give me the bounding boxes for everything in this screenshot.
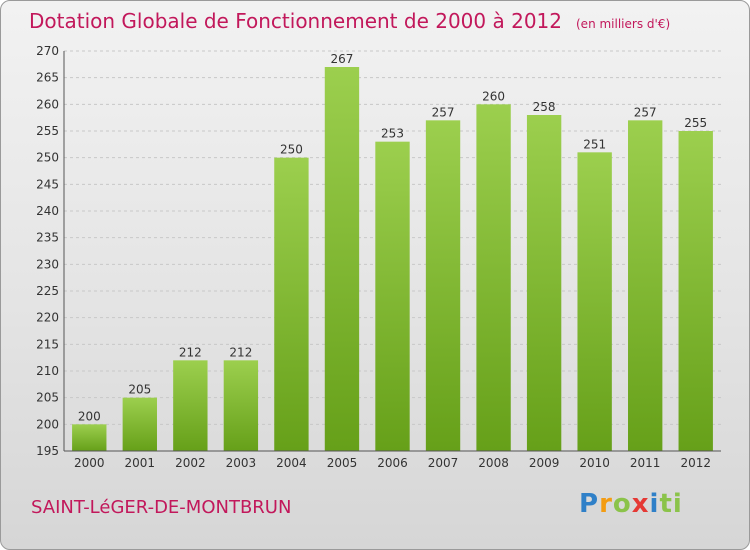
value-label: 212 <box>229 345 252 359</box>
value-label: 253 <box>381 127 404 141</box>
x-tick-label: 2004 <box>276 456 307 470</box>
x-tick-label: 2000 <box>74 456 105 470</box>
value-label: 212 <box>179 345 202 359</box>
y-tick-label: 200 <box>36 417 59 431</box>
bar-2005 <box>324 67 360 451</box>
bar-2007 <box>425 120 461 451</box>
bar-2012 <box>678 131 713 451</box>
x-tick-label: 2009 <box>529 456 560 470</box>
y-tick-label: 195 <box>36 444 59 458</box>
logo-letter: r <box>599 489 613 519</box>
x-tick-label: 2003 <box>226 456 257 470</box>
y-axis-ticks: 195 200 205 210 215 220 225 230 235 240 245 250 255 2… <box>36 44 59 458</box>
bar-2011 <box>628 120 663 451</box>
bar-2000 <box>72 424 107 451</box>
x-tick-label: 2001 <box>125 456 156 470</box>
bar-2008 <box>476 104 511 451</box>
x-axis-ticks: 2000 2001 2002 2003 2004 2005 2006 2007 2008 2009… <box>74 456 711 470</box>
value-label: 267 <box>331 52 354 66</box>
bar-2001 <box>122 397 157 451</box>
y-tick-label: 250 <box>36 151 59 165</box>
y-tick-label: 240 <box>36 204 59 218</box>
value-label: 250 <box>280 143 303 157</box>
logo-letter: P <box>579 489 600 519</box>
value-label: 260 <box>482 89 505 103</box>
title-text: Dotation Globale de Fonctionnement de 20… <box>29 9 562 33</box>
y-tick-label: 235 <box>36 231 59 245</box>
y-tick-label: 230 <box>36 257 59 271</box>
commune-name: SAINT-LéGER-DE-MONTBRUN <box>31 497 292 518</box>
logo-letter: o <box>612 489 632 519</box>
y-tick-label: 260 <box>36 97 59 111</box>
y-tick-label: 205 <box>36 391 59 405</box>
bar-2003 <box>223 360 259 451</box>
unit-label: (en milliers d'€) <box>576 17 671 31</box>
logo-letter: x <box>631 489 650 519</box>
x-tick-label: 2008 <box>478 456 509 470</box>
value-label: 257 <box>432 105 455 119</box>
x-tick-label: 2011 <box>630 456 661 470</box>
x-tick-label: 2005 <box>327 456 358 470</box>
x-tick-label: 2010 <box>579 456 610 470</box>
y-tick-label: 265 <box>36 71 59 85</box>
y-tick-label: 225 <box>36 284 59 298</box>
x-tick-label: 2012 <box>680 456 711 470</box>
value-label: 255 <box>684 116 707 130</box>
y-tick-label: 215 <box>36 337 59 351</box>
bar-2002 <box>173 360 208 451</box>
axes <box>63 51 721 452</box>
value-label: 258 <box>533 100 556 114</box>
bars: 200 205 212 212 250 267 253 257 260 258 251 257 255 <box>72 52 713 452</box>
bar-2006 <box>375 141 410 451</box>
y-tick-label: 245 <box>36 177 59 191</box>
value-label: 251 <box>583 137 606 151</box>
y-tick-label: 270 <box>36 44 59 58</box>
chart-title: Dotation Globale de Fonctionnement de 20… <box>29 9 670 33</box>
logo-letter: ti <box>659 489 683 519</box>
proxiti-logo: Proxiti <box>579 489 683 519</box>
y-tick-label: 255 <box>36 124 59 138</box>
x-tick-label: 2006 <box>377 456 408 470</box>
bar-2004 <box>274 157 309 451</box>
logo-letter: i <box>649 489 660 519</box>
value-label: 200 <box>78 409 101 423</box>
bar-2009 <box>526 115 562 451</box>
value-label: 257 <box>634 105 657 119</box>
x-tick-label: 2007 <box>428 456 459 470</box>
x-tick-label: 2002 <box>175 456 206 470</box>
y-tick-label: 220 <box>36 311 59 325</box>
y-tick-label: 210 <box>36 364 59 378</box>
bar-2010 <box>577 152 612 452</box>
value-label: 205 <box>128 383 151 397</box>
